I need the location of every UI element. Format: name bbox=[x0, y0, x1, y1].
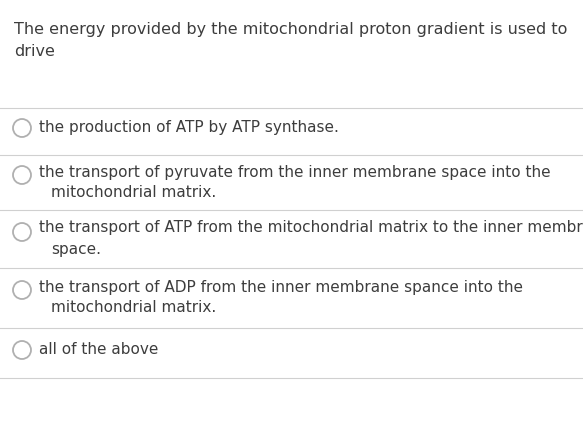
Text: drive: drive bbox=[14, 44, 55, 59]
Text: the transport of ADP from the inner membrane spance into the: the transport of ADP from the inner memb… bbox=[39, 280, 523, 295]
Text: the production of ATP by ATP synthase.: the production of ATP by ATP synthase. bbox=[39, 120, 339, 135]
Text: mitochondrial matrix.: mitochondrial matrix. bbox=[51, 300, 216, 315]
Text: space.: space. bbox=[51, 242, 101, 257]
Text: The energy provided by the mitochondrial proton gradient is used to: The energy provided by the mitochondrial… bbox=[14, 22, 567, 37]
Text: the transport of ATP from the mitochondrial matrix to the inner membrane: the transport of ATP from the mitochondr… bbox=[39, 220, 583, 235]
Text: mitochondrial matrix.: mitochondrial matrix. bbox=[51, 185, 216, 200]
Text: all of the above: all of the above bbox=[39, 342, 159, 357]
Text: the transport of pyruvate from the inner membrane space into the: the transport of pyruvate from the inner… bbox=[39, 165, 550, 180]
